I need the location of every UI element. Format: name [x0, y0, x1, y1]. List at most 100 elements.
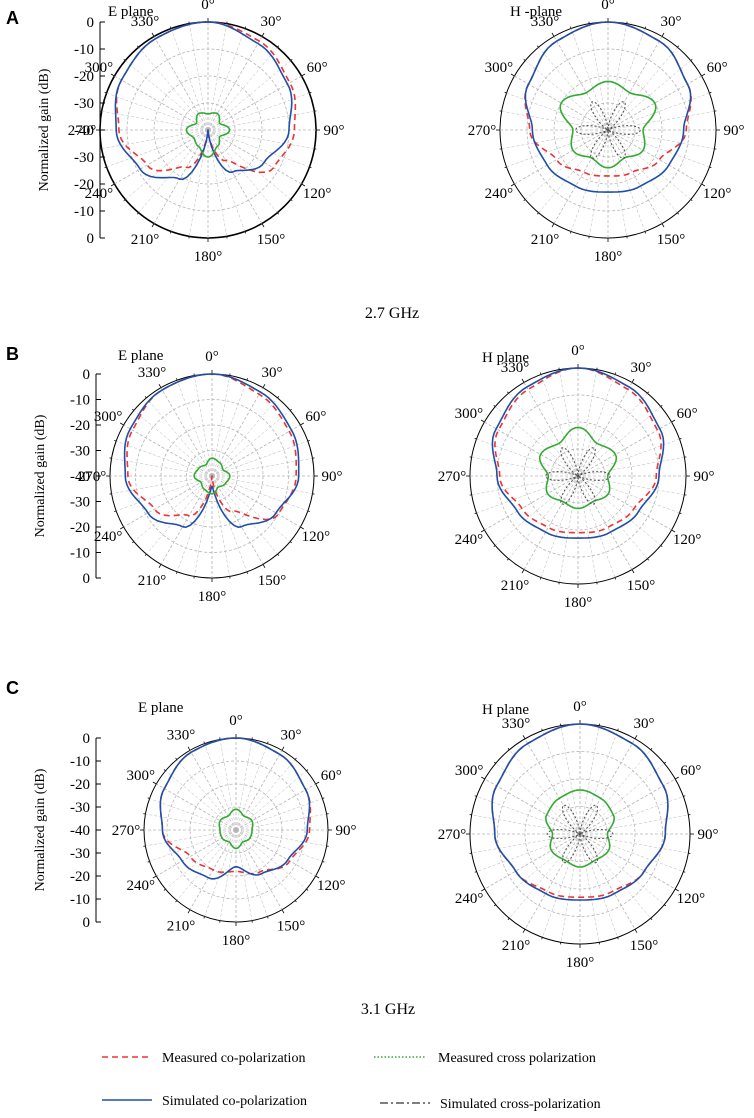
angle-tick — [650, 918, 653, 921]
angle-tick — [541, 728, 543, 731]
grid-spoke — [538, 129, 609, 213]
grid-spoke — [101, 129, 209, 150]
angle-tick — [523, 199, 526, 202]
angle-tick — [675, 776, 679, 780]
angle-tick — [521, 378, 525, 383]
grid-spoke — [235, 759, 296, 831]
angle-tick — [474, 871, 477, 873]
angle-tick — [634, 929, 638, 933]
grid-spoke — [579, 833, 684, 872]
angle-tick — [144, 396, 147, 399]
grid-spoke — [607, 129, 702, 185]
angle-label: 60° — [707, 60, 728, 76]
y-axis-label: Normalized gain (dB) — [33, 768, 48, 891]
angle-tick — [474, 795, 477, 797]
angle-tick — [647, 391, 650, 394]
angle-label: 30° — [261, 14, 282, 30]
angle-tick — [480, 529, 485, 533]
db-tick-label: 0 — [83, 731, 91, 747]
angle-tick — [301, 183, 306, 187]
angle-tick — [290, 199, 293, 202]
angle-tick — [683, 871, 686, 873]
angle-tick — [683, 795, 686, 797]
angle-tick — [246, 571, 248, 574]
angle-tick — [261, 223, 265, 228]
grid-spoke — [579, 833, 676, 890]
polar-chart-b-h-plane: H plane 0° 30° 60° 90° 120° 150° 180° 210° 240° 27… — [438, 343, 715, 611]
angle-tick — [104, 166, 107, 168]
grid-spoke — [607, 60, 691, 131]
db-tick-label: -20 — [70, 418, 90, 434]
angle-tick — [679, 512, 682, 514]
grid-spoke — [579, 796, 684, 835]
angle-label: 150° — [257, 232, 286, 248]
angle-label: 180° — [198, 589, 227, 605]
grid-spoke — [577, 369, 598, 477]
angle-label: 300° — [485, 60, 514, 76]
angle-tick — [158, 384, 162, 388]
grid-spoke — [207, 129, 310, 168]
angle-tick — [510, 73, 515, 77]
grid-spoke — [579, 730, 618, 835]
angle-tick — [570, 26, 572, 29]
angle-label: 180° — [566, 955, 595, 971]
angle-tick — [523, 58, 526, 61]
grid-spoke — [577, 438, 680, 477]
angle-tick — [309, 92, 312, 94]
grid-spoke — [235, 743, 268, 831]
angle-label: 120° — [302, 529, 331, 545]
grid-spoke — [211, 440, 308, 477]
grid-spoke — [514, 129, 609, 185]
grid-spoke — [558, 475, 579, 583]
y-axis-label: Normalized gain (dB) — [37, 68, 52, 191]
angle-tick — [170, 231, 172, 234]
db-tick-label: -20 — [70, 869, 90, 885]
angle-tick — [701, 73, 706, 77]
angle-label: 120° — [673, 532, 702, 548]
angle-tick — [104, 92, 107, 94]
grid-spoke — [542, 730, 581, 835]
angle-tick — [123, 58, 126, 61]
grid-spoke — [207, 60, 291, 131]
angle-label: 210° — [167, 918, 196, 934]
grid-spoke — [560, 725, 581, 835]
db-tick-label: 0 — [87, 15, 95, 31]
angle-tick — [322, 861, 325, 863]
angle-tick — [144, 553, 147, 556]
chart-title: E plane — [138, 700, 184, 716]
angle-tick — [507, 747, 510, 750]
grid-spoke — [607, 129, 663, 224]
angle-tick — [644, 231, 646, 234]
angle-tick — [114, 510, 117, 512]
grid-spoke — [149, 798, 237, 831]
grid-spoke — [219, 829, 237, 921]
grid-spoke — [607, 129, 710, 168]
chart-title: E plane — [118, 348, 164, 364]
db-tick-label: -20 — [74, 69, 94, 85]
angle-label: 210° — [502, 938, 531, 954]
angle-tick — [644, 26, 646, 29]
grid-spoke — [484, 778, 581, 835]
grid-spoke — [523, 475, 579, 570]
angle-tick — [510, 183, 515, 187]
panel-letter-b: B — [6, 344, 19, 364]
angle-tick — [522, 929, 526, 933]
db-tick-label: 0 — [87, 231, 95, 247]
angle-tick — [540, 372, 542, 375]
grid-spoke — [577, 393, 648, 477]
grid-spoke — [114, 129, 209, 185]
polar-chart-c-e-plane: E plane 0° 30° 60° 90° 120° 150° 180° 210° 240° 27… — [33, 700, 357, 949]
angle-label: 330° — [501, 360, 530, 376]
db-tick-label: -20 — [70, 520, 90, 536]
angle-tick — [504, 92, 507, 94]
grid-spoke — [577, 475, 680, 514]
grid-spoke — [525, 60, 609, 131]
angle-label: 30° — [281, 728, 302, 744]
angle-label: 60° — [677, 406, 698, 422]
angle-label: 90° — [724, 123, 745, 139]
angle-label: 30° — [634, 716, 655, 732]
angle-tick — [709, 166, 712, 168]
grid-spoke — [207, 129, 263, 224]
legend-label-simulated-co: Simulated co-polarization — [162, 1094, 307, 1109]
grid-spoke — [156, 783, 237, 831]
